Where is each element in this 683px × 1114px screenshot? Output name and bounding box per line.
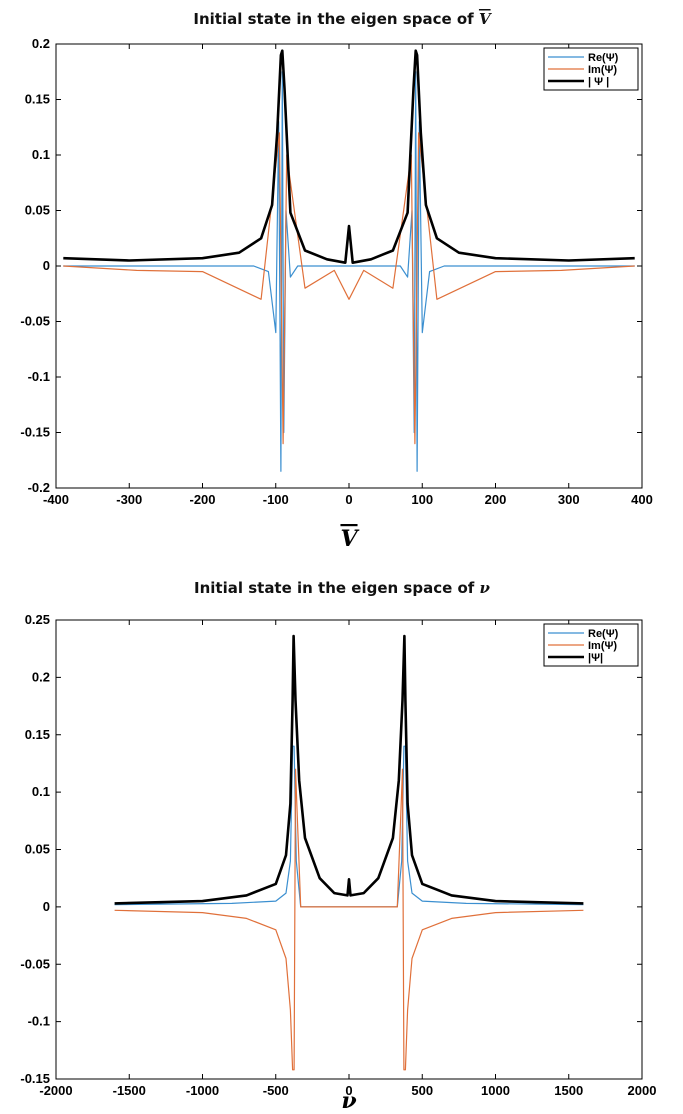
chart-top-y-tick-label: 0.2 — [32, 36, 50, 51]
chart-bottom-x-tick-label: 500 — [411, 1083, 433, 1098]
chart-bottom: Initial state in the eigen space of ν -2… — [20, 579, 656, 1114]
chart-top-legend-label: Im(Ψ) — [588, 64, 617, 76]
chart-bottom-x-axis-label: ν — [341, 1088, 356, 1114]
chart-bottom-x-tick-label: 2000 — [628, 1083, 657, 1098]
chart-bottom-legend-label: Re(Ψ) — [588, 628, 619, 640]
chart-top-y-tick-label: -0.15 — [20, 425, 50, 440]
chart-top-y-tick-label: -0.05 — [20, 314, 50, 329]
chart-bottom-y-tick-label: -0.1 — [28, 1014, 50, 1029]
chart-top-y-tick-label: 0 — [43, 258, 50, 273]
chart-bottom-x-tick-label: -1000 — [186, 1083, 219, 1098]
chart-bottom-x-tick-label: 1500 — [554, 1083, 583, 1098]
chart-top-y-tick-label: -0.2 — [28, 480, 50, 495]
chart-top-y-tick-label: 0.1 — [32, 147, 50, 162]
chart-top-title: Initial state in the eigen space of V — [193, 10, 492, 28]
chart-bottom-legend-label: Im(Ψ) — [588, 640, 617, 652]
chart-top-legend-label: | Ψ | — [588, 76, 609, 88]
chart-top-x-tick-label: 100 — [411, 492, 433, 507]
chart-top-x-tick-label: -300 — [116, 492, 142, 507]
chart-bottom-y-tick-label: 0.2 — [32, 669, 50, 684]
chart-top-x-tick-label: 400 — [631, 492, 653, 507]
chart-bottom-y-tick-label: -0.15 — [20, 1071, 50, 1086]
chart-top-series-line-1 — [63, 72, 634, 472]
chart-top-x-axis-label: V — [340, 526, 359, 552]
chart-top: Initial state in the eigen space of V -4… — [20, 10, 652, 552]
chart-bottom-series-line-3 — [115, 636, 584, 903]
chart-top-x-tick-label: 0 — [345, 492, 352, 507]
chart-bottom-x-tick-label: -500 — [263, 1083, 289, 1098]
chart-bottom-legend: Re(Ψ)Im(Ψ)|Ψ| — [544, 624, 638, 666]
chart-bottom-legend-label: |Ψ| — [588, 652, 603, 664]
chart-top-x-tick-label: 300 — [558, 492, 580, 507]
chart-bottom-y-tick-label: 0.15 — [25, 727, 50, 742]
chart-bottom-y-tick-label: 0.05 — [25, 842, 50, 857]
chart-bottom-plot-area — [56, 620, 642, 1079]
chart-top-y-tick-label: 0.05 — [25, 203, 50, 218]
chart-top-series-line-2 — [63, 133, 634, 444]
chart-bottom-y-tick-label: 0 — [43, 899, 50, 914]
chart-bottom-y-tick-label: -0.05 — [20, 956, 50, 971]
chart-bottom-y-tick-label: 0.25 — [25, 612, 50, 627]
chart-top-x-tick-label: -100 — [263, 492, 289, 507]
chart-bottom-x-tick-label: 1000 — [481, 1083, 510, 1098]
chart-bottom-x-tick-label: -1500 — [113, 1083, 146, 1098]
chart-top-x-tick-label: -200 — [189, 492, 215, 507]
chart-bottom-y-tick-label: 0.1 — [32, 784, 50, 799]
chart-bottom-series-line-2 — [115, 769, 584, 1070]
chart-top-legend-label: Re(Ψ) — [588, 52, 619, 64]
chart-top-x-tick-label: 200 — [485, 492, 507, 507]
chart-top-legend: Re(Ψ)Im(Ψ)| Ψ | — [544, 48, 638, 90]
chart-top-y-tick-label: -0.1 — [28, 369, 50, 384]
chart-bottom-title: Initial state in the eigen space of ν — [194, 579, 491, 597]
chart-top-y-tick-label: 0.15 — [25, 92, 50, 107]
